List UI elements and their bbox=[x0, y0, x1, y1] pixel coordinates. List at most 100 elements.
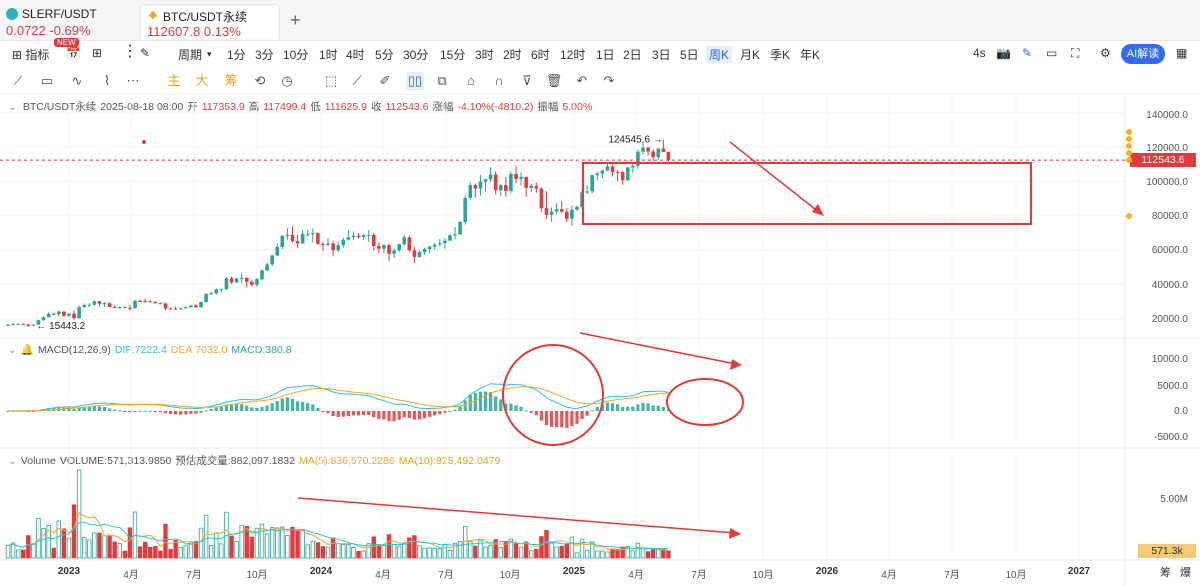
price-axis-label: 100000.0 bbox=[1146, 177, 1188, 188]
volume-ma5-line bbox=[7, 511, 669, 551]
settings-gear-icon[interactable]: ⚙ bbox=[1100, 46, 1111, 60]
interval-1h[interactable]: 1时 bbox=[319, 48, 338, 62]
interval-quarterly[interactable]: 季K bbox=[770, 48, 791, 62]
tag-icon[interactable]: ⌂ bbox=[467, 73, 475, 88]
volume-bar bbox=[473, 545, 478, 559]
candle-body bbox=[321, 243, 325, 245]
indicators-button[interactable]: ⊞ 指标 bbox=[12, 48, 50, 62]
macd-bar bbox=[428, 411, 432, 417]
brush-icon[interactable]: ✐ bbox=[379, 73, 391, 88]
macd-bar bbox=[514, 405, 518, 411]
candle-body bbox=[255, 279, 259, 285]
tab-slerf[interactable]: SLERF/USDT 0.0722 -0.69% bbox=[0, 4, 136, 38]
edit-icon[interactable]: ✎ bbox=[140, 46, 151, 60]
macd-bar bbox=[224, 404, 229, 411]
tab-btc[interactable]: ◆ BTC/USDT永续 112607.8 0.13% bbox=[140, 4, 280, 39]
interval-5d[interactable]: 5日 bbox=[680, 48, 699, 62]
more-icon[interactable]: ⋮ bbox=[122, 43, 138, 60]
interval-5m[interactable]: 5分 bbox=[375, 48, 394, 62]
clock-icon[interactable]: ◷ bbox=[281, 73, 293, 88]
layout-icon[interactable]: ⊞ bbox=[92, 46, 103, 60]
collapse-icon[interactable]: ⌄ bbox=[8, 344, 17, 356]
refresh-interval[interactable]: 4s bbox=[973, 46, 986, 60]
big-tool[interactable]: 大 bbox=[195, 73, 209, 88]
bell-icon[interactable]: 🔔 bbox=[20, 344, 34, 356]
main-tool[interactable]: 主 bbox=[167, 73, 181, 88]
interval-3h[interactable]: 3时 bbox=[475, 48, 494, 62]
macd-bar bbox=[41, 409, 46, 411]
pen-icon[interactable]: ✎ bbox=[1022, 46, 1033, 60]
wave-icon[interactable]: ∿ bbox=[71, 73, 83, 88]
ruler-icon[interactable]: ⟋ bbox=[13, 73, 23, 88]
volume-bar bbox=[254, 527, 260, 559]
candle-body bbox=[529, 185, 534, 188]
more-dots-icon[interactable]: ⋯ bbox=[126, 73, 140, 88]
candle-body bbox=[605, 166, 610, 171]
price-axis-label: 40000.0 bbox=[1151, 280, 1188, 291]
window-icon[interactable]: ▭ bbox=[1046, 46, 1058, 60]
volume-bar bbox=[92, 532, 97, 559]
interval-1m[interactable]: 1分 bbox=[227, 48, 246, 62]
replay-icon[interactable]: ⟲ bbox=[254, 73, 266, 88]
copy-icon[interactable]: ⧉ bbox=[437, 73, 447, 88]
interval-weekly[interactable]: 周K bbox=[706, 46, 733, 63]
interval-2d[interactable]: 2日 bbox=[623, 48, 642, 62]
time-axis-label: 10月 bbox=[246, 570, 268, 581]
volume-bar bbox=[635, 542, 641, 559]
ai-interpret-button[interactable]: AI解读 bbox=[1121, 44, 1165, 64]
volume-bar bbox=[518, 546, 524, 559]
camera-icon[interactable]: 📷 bbox=[996, 46, 1011, 60]
volume-bar bbox=[569, 536, 575, 559]
volume-bar bbox=[590, 541, 595, 559]
interval-2h[interactable]: 2时 bbox=[503, 48, 522, 62]
time-axis-label: 4月 bbox=[123, 570, 139, 581]
trash-icon[interactable]: 🗑 bbox=[545, 73, 563, 88]
time-axis-label: 2025 bbox=[562, 566, 586, 577]
magnet-icon[interactable]: ∩ bbox=[494, 73, 504, 88]
interval-3m[interactable]: 3分 bbox=[255, 48, 274, 62]
collapse-icon[interactable]: ⌄ bbox=[8, 455, 17, 467]
candle-body bbox=[392, 250, 396, 254]
fullscreen-icon[interactable]: ⛶ bbox=[1071, 46, 1080, 60]
volume-bar bbox=[97, 532, 102, 559]
path-icon[interactable]: ⌇ bbox=[103, 73, 111, 88]
link-icon[interactable]: ⟋ bbox=[352, 73, 362, 88]
interval-12h[interactable]: 12时 bbox=[560, 48, 586, 62]
interval-6h[interactable]: 6时 bbox=[531, 48, 550, 62]
macd-bar bbox=[214, 407, 218, 411]
volume-bar bbox=[600, 550, 605, 559]
filter-icon[interactable]: ⊽ bbox=[522, 73, 532, 88]
interval-4h[interactable]: 4时 bbox=[346, 48, 365, 62]
volume-axis-label: 5.00M bbox=[1160, 494, 1188, 505]
layout-grid-icon[interactable]: ▦ bbox=[1176, 46, 1188, 60]
macd-bar bbox=[57, 406, 61, 411]
candle-body bbox=[432, 244, 437, 247]
macd-bar bbox=[534, 411, 538, 416]
interval-monthly[interactable]: 月K bbox=[740, 48, 761, 62]
undo-icon[interactable]: ↶ bbox=[576, 73, 588, 88]
interval-15m[interactable]: 15分 bbox=[440, 48, 466, 62]
interval-10m[interactable]: 10分 bbox=[283, 48, 309, 62]
candle-type-icon[interactable]: ▯▯ bbox=[406, 72, 424, 90]
rectangle-icon[interactable]: ▭ bbox=[40, 73, 54, 88]
chip-toggle[interactable]: 筹 bbox=[1160, 567, 1171, 579]
chip-tool[interactable]: 筹 bbox=[224, 73, 238, 88]
collapse-icon[interactable]: ⌄ bbox=[8, 101, 17, 113]
interval-yearly[interactable]: 年K bbox=[800, 48, 821, 62]
interval-1d[interactable]: 1日 bbox=[596, 48, 615, 62]
interval-3d[interactable]: 3日 bbox=[652, 48, 671, 62]
calendar-icon[interactable]: 📅 bbox=[66, 46, 81, 60]
liquidation-toggle[interactable]: 爆 bbox=[1180, 567, 1191, 579]
period-dropdown[interactable]: 周期 bbox=[178, 48, 203, 62]
volume-bar bbox=[498, 547, 503, 559]
add-tab-icon[interactable]: + bbox=[290, 10, 301, 30]
redo-icon[interactable]: ↷ bbox=[603, 73, 615, 88]
macd-bar bbox=[260, 406, 264, 411]
volume-bar bbox=[10, 542, 16, 559]
cursor-select-icon[interactable]: ⬚ bbox=[324, 73, 338, 88]
macd-bar bbox=[72, 408, 76, 411]
interval-30m[interactable]: 30分 bbox=[403, 48, 429, 62]
macd-bar bbox=[641, 402, 645, 411]
volume-bar bbox=[402, 543, 407, 559]
macd-bar bbox=[255, 407, 259, 411]
